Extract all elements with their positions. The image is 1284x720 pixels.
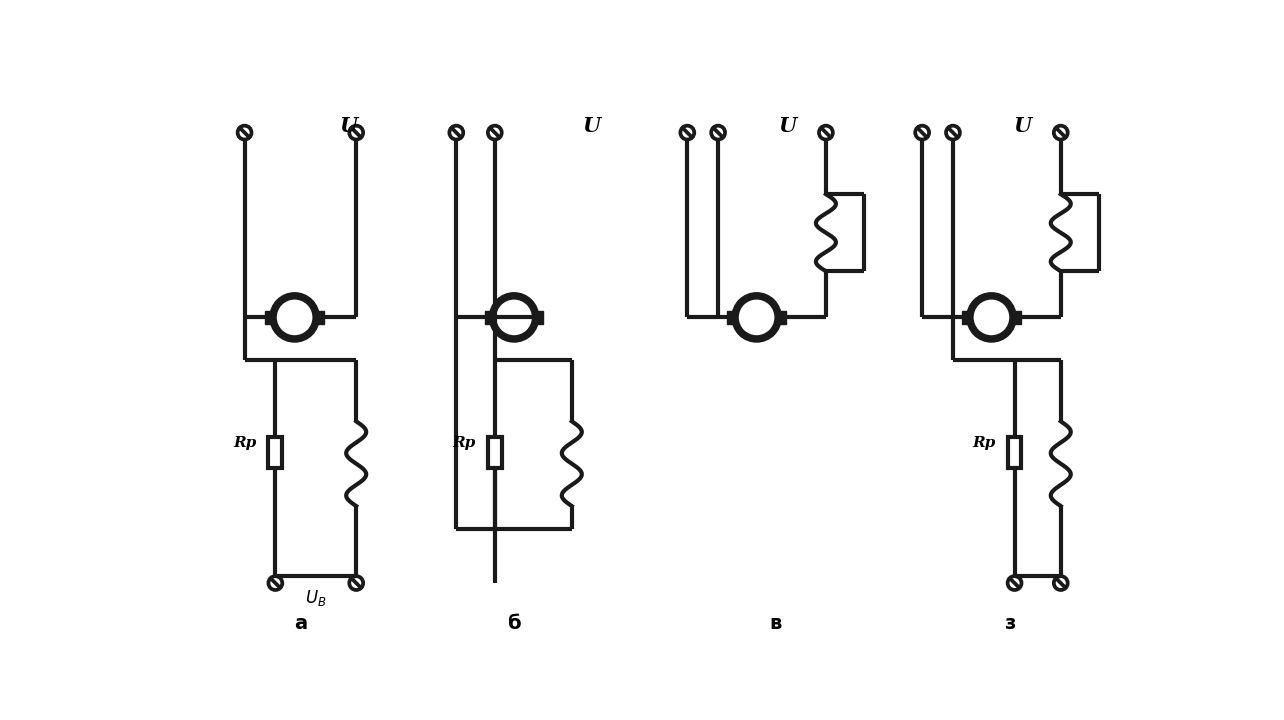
Text: з: з xyxy=(1005,614,1017,634)
Text: U: U xyxy=(339,117,358,136)
Bar xyxy=(488,437,502,467)
Text: Rp: Rp xyxy=(972,436,995,450)
Polygon shape xyxy=(727,311,734,323)
Bar xyxy=(268,437,282,467)
Text: a: a xyxy=(294,614,307,634)
Bar xyxy=(1008,437,1022,467)
Polygon shape xyxy=(1013,311,1021,323)
Text: U: U xyxy=(1013,117,1031,136)
Polygon shape xyxy=(485,311,493,323)
Polygon shape xyxy=(266,311,273,323)
Text: Rp: Rp xyxy=(232,436,256,450)
Text: U: U xyxy=(778,117,796,136)
Polygon shape xyxy=(962,311,969,323)
Text: Rp: Rp xyxy=(452,436,475,450)
Text: б: б xyxy=(507,614,521,634)
Polygon shape xyxy=(316,311,324,323)
Polygon shape xyxy=(778,311,786,323)
Text: $U_B$: $U_B$ xyxy=(306,588,326,608)
Text: U: U xyxy=(582,117,600,136)
Text: в: в xyxy=(769,614,782,634)
Polygon shape xyxy=(535,311,543,323)
